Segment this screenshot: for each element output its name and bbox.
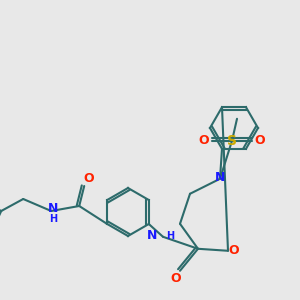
Text: O: O (229, 244, 239, 257)
Text: N: N (147, 229, 157, 242)
Text: N: N (215, 171, 225, 184)
Text: O: O (83, 172, 94, 184)
Text: O: O (199, 134, 209, 147)
Text: O: O (171, 272, 181, 285)
Text: N: N (48, 202, 58, 215)
Text: S: S (227, 134, 237, 148)
Text: H: H (49, 214, 57, 224)
Text: H: H (166, 231, 174, 241)
Text: O: O (255, 134, 265, 147)
